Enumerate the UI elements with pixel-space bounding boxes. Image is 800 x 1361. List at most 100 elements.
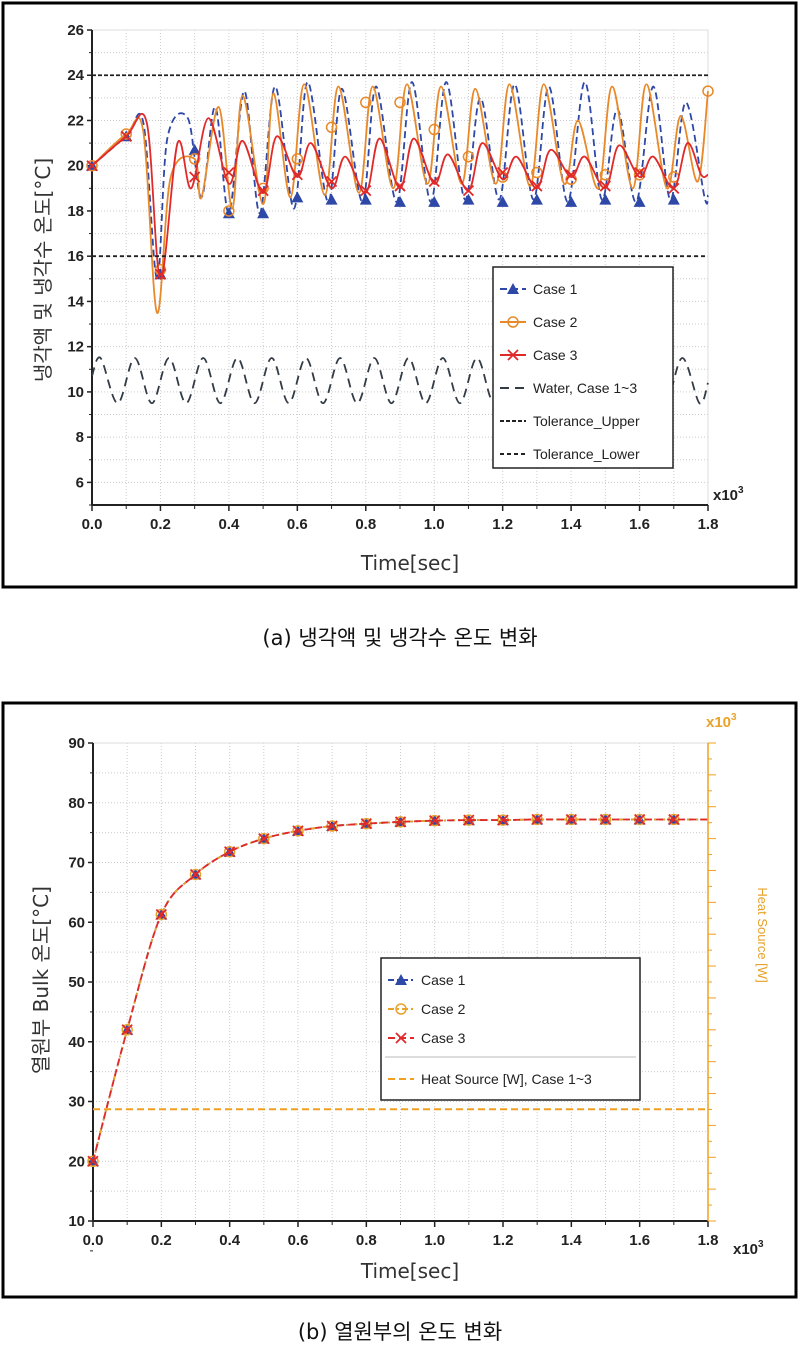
chart-b-y2-multiplier: x103 <box>706 712 737 731</box>
chart-a-series-1-point <box>702 85 714 97</box>
chart-b-y-tick-label: 80 <box>68 795 85 812</box>
chart-b-legend-label: Case 1 <box>421 972 466 988</box>
panel-b-frame <box>1 701 798 1299</box>
chart-b-x-tick-label: 1.4 <box>561 1232 583 1249</box>
chart-a-x-tick-label: 0.2 <box>150 516 171 533</box>
chart-b-y2-multiplier-exp: 3 <box>731 712 737 723</box>
chart-a-legend-marker <box>507 349 519 361</box>
chart-a-x-tick-label: 1.6 <box>629 516 650 533</box>
chart-a-legend-label: Case 1 <box>533 281 578 297</box>
chart-a-legend-label: Water, Case 1~3 <box>533 380 637 396</box>
chart-b-x-tick-label: 1.6 <box>629 1232 650 1249</box>
chart-a-series-line-2 <box>91 113 709 280</box>
chart-a-series-2-point <box>257 184 269 197</box>
chart-b-series-2-point <box>292 825 304 837</box>
chart-a-series-2-point <box>394 180 406 192</box>
chart-b-series-2-point <box>189 868 202 881</box>
chart-b-series-2-point <box>565 813 577 826</box>
chart-a-series-0-point <box>291 191 304 203</box>
chart-a-series-line-0 <box>91 81 709 280</box>
chart-b-x-tick-label: 0.4 <box>219 1232 241 1249</box>
chart-a-x-tick-label: 1.2 <box>492 516 513 533</box>
chart-a-legend-label: Tolerance_Lower <box>533 446 640 462</box>
chart-b-series-2-point <box>394 816 407 828</box>
chart-b-y-tick-label: 40 <box>68 1034 85 1051</box>
chart-a-series-2-point <box>428 175 440 188</box>
chart-b-legend-marker <box>395 1003 407 1015</box>
chart-a-x-tick-label: 0.4 <box>218 516 240 533</box>
chart-a-series-2-point <box>599 180 611 192</box>
chart-a-legend: Case 1 Case 2 Case 3 Water, Case 1~3 Toleran… <box>492 266 674 469</box>
chart-b-series-1-point <box>87 1155 99 1167</box>
chart-a-series-2-point <box>223 166 235 179</box>
chart-b-series-2-point <box>360 818 372 830</box>
chart-b-series-1-point <box>565 813 578 826</box>
chart-a-legend-marker <box>507 283 519 294</box>
chart-a-series-1-point <box>428 123 440 136</box>
chart-b-y-tick-label: 60 <box>68 914 85 931</box>
chart-a-series-line-3 <box>91 356 709 405</box>
chart-b-series-2-point <box>326 820 338 832</box>
chart-a-y-tick-label: 22 <box>67 112 84 129</box>
chart-b-series-2-point <box>429 815 441 827</box>
chart-b-x-multiplier: x103 <box>733 1239 764 1258</box>
chart-a-x-tick-label: 1.8 <box>698 516 719 533</box>
chart-a-y-tick-label: 20 <box>67 158 84 175</box>
chart-a-series-2-point <box>531 180 543 192</box>
chart-b-y2label: Heat Source [W] <box>755 887 770 982</box>
chart-a-series-2-point <box>497 166 509 179</box>
chart-a-y-tick-label: 18 <box>67 203 84 220</box>
chart-b-series-2-point <box>531 813 543 826</box>
chart-a-series-1-point <box>188 153 201 165</box>
chart-b-x-multiplier-exp: 3 <box>758 1239 764 1250</box>
chart-a-x-multiplier-exp: 3 <box>738 485 744 496</box>
chart-a-y-tick-label: 26 <box>67 22 84 39</box>
chart-b-series-1-point <box>599 813 612 826</box>
chart-a-series-1-point <box>291 153 304 165</box>
chart-a-series-2-point <box>360 184 372 197</box>
chart-a-y-tick-label: 16 <box>67 248 84 265</box>
chart-a-series-0-point <box>462 193 475 205</box>
chart-a-series-1-point <box>462 150 475 163</box>
chart-a-series-2-point <box>325 175 338 188</box>
chart-a-series-0-point <box>530 193 543 205</box>
chart-a-legend-label: Tolerance_Upper <box>533 413 640 429</box>
chart-b-series-1-point <box>189 868 202 881</box>
chart-a-y-tick-label: 12 <box>67 339 84 356</box>
chart-a-series-2-point <box>462 184 475 197</box>
chart-b-xlabel: Time[sec] <box>360 1259 459 1283</box>
chart-a-series-line-1 <box>91 83 709 314</box>
chart-a-y-tick-label: 24 <box>67 67 84 84</box>
chart-b-ylabel: 열원부 Bulk 온도[°C] <box>29 886 53 1074</box>
chart-a-y-tick-label: 8 <box>76 429 84 446</box>
chart-a-series-1-point <box>223 205 235 217</box>
chart-a-legend-marker <box>507 316 519 328</box>
chart-b-series-2-point <box>224 846 236 858</box>
chart-b-legend: Case 1 Case 2 Case 3 Heat Source [W], Case … <box>380 957 641 1101</box>
chart-a-y-tick-label: 6 <box>76 474 84 491</box>
chart-b-x-tick-label: 1.8 <box>698 1232 719 1249</box>
chart-a-series-0-point <box>394 195 406 207</box>
chart-b-y-tick-label: 30 <box>68 1094 85 1111</box>
chart-a-caption: (a) 냉각액 및 냉각수 온도 변화 <box>262 626 538 650</box>
chart-a-series-1-point <box>120 128 132 140</box>
chart-b-series-1-point <box>155 908 168 921</box>
chart-b-series-2-point <box>121 1024 133 1036</box>
chart-b-caption: (b) 열원부의 온도 변화 <box>297 1320 503 1344</box>
chart-b-legend-box <box>380 957 641 1101</box>
chart-a-series-2-point <box>633 166 646 179</box>
chart-b-x-tick-label: 0.2 <box>151 1232 172 1249</box>
chart-b-series-2-point <box>599 813 612 826</box>
chart-a-ylabel: 냉각액 및 냉각수 온도[°C] <box>31 158 55 382</box>
chart-b-x-tick-label: 1.0 <box>424 1232 445 1249</box>
chart-a-legend-box <box>492 266 674 469</box>
chart-b-y-tick-label: 90 <box>68 735 85 752</box>
chart-b-x-tick-label: 0.0 <box>83 1232 104 1249</box>
chart-a-x-tick-label: 0.0 <box>82 516 103 533</box>
chart-a-series-2-point <box>154 268 167 280</box>
chart-b-legend-label: Case 3 <box>421 1030 466 1046</box>
chart-b-series-1-point <box>292 825 304 837</box>
chart-b-series-2-point <box>87 1155 99 1167</box>
chart-b-legend-marker <box>395 974 407 985</box>
